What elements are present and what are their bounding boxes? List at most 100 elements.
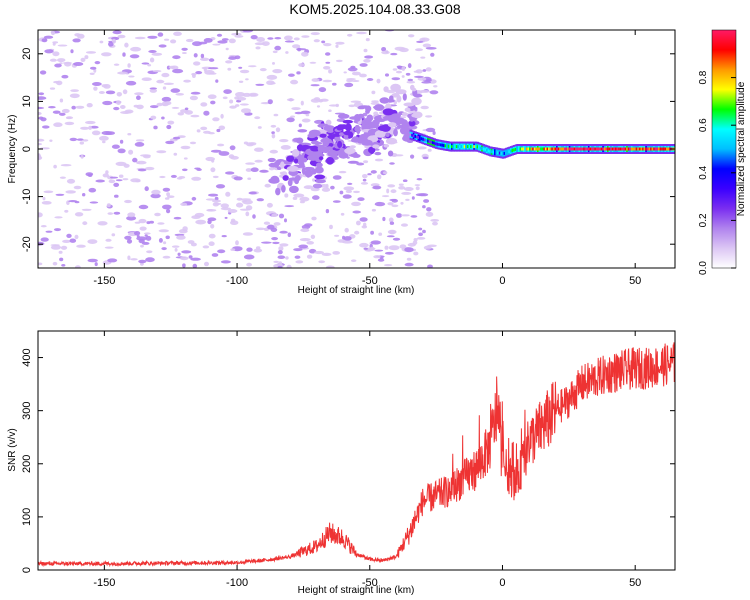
- spectrogram-ridge-core: [592, 147, 596, 151]
- spectrogram-noise-cell: [41, 201, 52, 205]
- spectrogram-ridge-core: [630, 147, 634, 151]
- spectrogram-noise-cell: [154, 212, 161, 217]
- spectrogram-ridge-core: [411, 133, 414, 137]
- spectrogram-noise-cell: [218, 125, 226, 131]
- spectrogram-ridge-core: [584, 147, 588, 151]
- spectrogram-cluster-cell: [323, 125, 335, 132]
- spectrogram-noise-cell: [273, 222, 281, 226]
- spectrogram-noise-cell: [138, 218, 147, 224]
- spectrogram-ridge-core: [565, 147, 568, 151]
- spectrogram-noise-cell: [396, 65, 403, 68]
- spectrogram-noise-cell: [378, 232, 383, 236]
- spectrogram-noise-cell: [179, 256, 189, 261]
- spectrogram-noise-cell: [279, 139, 289, 143]
- spectrogram-ridge-core: [635, 147, 639, 151]
- spectrogram-ridge-core: [470, 145, 473, 149]
- spectrogram-noise-cell: [247, 177, 252, 180]
- spectrogram-cluster-cell: [374, 130, 386, 138]
- spectrogram-noise-cell: [274, 37, 282, 40]
- spectrogram-noise-cell: [172, 68, 184, 74]
- spectrogram-noise-cell: [38, 154, 42, 160]
- spectrogram-noise-cell: [303, 185, 314, 190]
- spectrogram-cluster-cell: [404, 107, 411, 112]
- spectrogram-cluster-cell: [356, 126, 361, 135]
- spectrogram-noise-cell: [399, 244, 407, 249]
- spectrogram-noise-cell: [389, 162, 395, 165]
- spectrogram-ridge-core: [580, 147, 583, 151]
- y-tick-label: 0: [21, 146, 33, 152]
- spectrogram-cluster-cell: [403, 102, 415, 107]
- spectrogram-noise-cell: [253, 248, 263, 253]
- spectrogram-ridge-core: [428, 140, 432, 144]
- spectrogram-cluster-cell: [310, 146, 321, 152]
- spectrogram-noise-cell: [425, 211, 434, 217]
- spectrogram-noise-cell: [241, 200, 247, 203]
- spectrogram-noise-cell: [381, 50, 390, 55]
- x-tick-label: 0: [499, 577, 505, 589]
- spectrogram-ridge-core: [583, 147, 586, 151]
- spectrogram-noise-cell: [287, 232, 291, 238]
- spectrogram-ridge-core: [599, 147, 602, 151]
- spectrogram-noise-cell: [56, 80, 63, 86]
- spectrogram-cluster-cell: [326, 156, 334, 165]
- spectrogram-noise-cell: [156, 79, 165, 84]
- spectrogram-noise-cell: [422, 69, 427, 72]
- spectrogram-noise-cell: [237, 96, 247, 101]
- spectrogram-ridge-core: [557, 147, 561, 151]
- spectrogram-noise-cell: [248, 65, 257, 68]
- spectrogram-ridge-core: [422, 137, 425, 141]
- spectrogram-noise-cell: [398, 186, 406, 190]
- spectrogram-noise-cell: [425, 79, 432, 82]
- spectrogram-cluster-cell: [280, 161, 285, 169]
- spectrogram-noise-cell: [68, 200, 78, 203]
- spectrogram-noise-cell: [414, 184, 421, 187]
- spectrogram-noise-cell: [415, 48, 423, 52]
- spectrogram-ridge-core: [444, 144, 447, 148]
- spectrogram-noise-cell: [245, 168, 253, 172]
- spectrogram-noise-cell: [139, 226, 147, 231]
- spectrogram-ridge-core: [525, 147, 529, 151]
- y-tick-label: 0: [21, 567, 33, 573]
- spectrogram-ridge-core: [658, 147, 661, 151]
- spectrogram-noise-cell: [65, 190, 76, 194]
- spectrogram-ridge-core: [490, 150, 494, 154]
- spectrogram-noise-cell: [98, 91, 105, 94]
- spectrogram-noise-cell: [214, 202, 222, 206]
- spectrogram-cluster-cell: [275, 187, 281, 196]
- spectrogram-noise-cell: [208, 241, 215, 246]
- spectrogram-cluster-cell: [401, 112, 408, 116]
- spectrogram-noise-cell: [115, 161, 127, 166]
- spectrogram-noise-cell: [235, 104, 240, 107]
- spectrogram-noise-cell: [229, 105, 237, 109]
- spectrogram-noise-cell: [50, 245, 62, 250]
- spectrogram-noise-cell: [363, 222, 367, 227]
- spectrogram-noise-cell: [272, 69, 283, 74]
- spectrogram-noise-cell: [38, 96, 47, 100]
- spectrogram-noise-cell: [40, 117, 47, 122]
- spectrogram-noise-cell: [53, 122, 63, 127]
- spectrogram-noise-cell: [61, 264, 66, 267]
- spectrogram-noise-cell: [158, 44, 167, 48]
- spectrogram-noise-cell: [363, 48, 368, 53]
- spectrogram-noise-cell: [255, 83, 265, 86]
- spectrogram-noise-cell: [182, 168, 188, 172]
- y-tick-label: 200: [21, 455, 33, 473]
- spectrogram-noise-cell: [248, 191, 257, 195]
- spectrogram-noise-cell: [278, 261, 283, 266]
- spectrogram-ridge-core: [548, 147, 551, 151]
- spectrogram-noise-cell: [293, 37, 300, 41]
- spectrogram-noise-cell: [432, 131, 436, 135]
- spectrogram-ridge-core: [516, 147, 519, 151]
- spectrogram-noise-cell: [102, 140, 106, 144]
- spectrogram-noise-cell: [41, 38, 48, 43]
- spectrogram-noise-cell: [118, 174, 124, 178]
- spectrogram-noise-cell: [217, 249, 226, 254]
- spectrogram-noise-cell: [216, 128, 221, 133]
- spectrogram-noise-cell: [328, 109, 332, 112]
- spectrogram-ridge-core: [414, 134, 417, 138]
- spectrogram-noise-cell: [115, 179, 123, 182]
- spectrogram-ridge-core: [459, 145, 462, 149]
- spectrogram-noise-cell: [173, 31, 182, 36]
- spectrogram-cluster-cell: [302, 157, 308, 163]
